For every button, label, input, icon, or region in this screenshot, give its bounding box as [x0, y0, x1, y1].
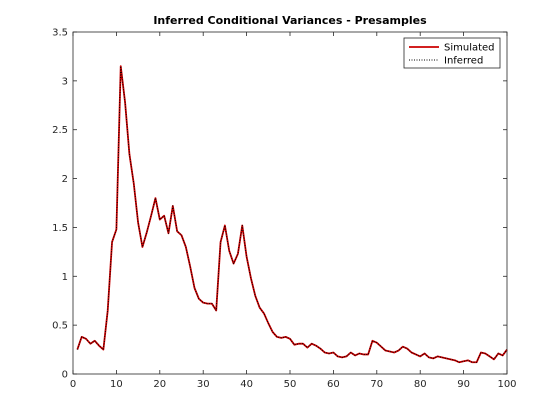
legend-label-simulated: Simulated — [444, 43, 495, 54]
x-tick-label: 20 — [153, 379, 166, 390]
x-tick-label: 90 — [457, 379, 470, 390]
x-tick-label: 60 — [327, 379, 340, 390]
x-tick-label: 40 — [240, 379, 253, 390]
x-tick-label: 30 — [197, 379, 210, 390]
legend-box — [403, 37, 501, 69]
series-layer — [76, 65, 508, 364]
y-tick-label: 2 — [62, 174, 68, 185]
x-tick-label: 100 — [497, 379, 516, 390]
y-tick-label: 2.5 — [52, 125, 68, 136]
series-line-inferred — [76, 65, 508, 363]
x-tick-label: 50 — [284, 379, 297, 390]
chart-title: Inferred Conditional Variances - Presamp… — [153, 14, 427, 27]
legend-label-inferred: Inferred — [444, 56, 483, 67]
x-axis: 0 10 20 30 40 50 60 70 80 90 100 — [70, 32, 517, 390]
y-tick-label: 3 — [62, 76, 68, 87]
x-tick-label: 0 — [70, 379, 76, 390]
x-tick-label: 10 — [110, 379, 123, 390]
x-tick-label: 70 — [370, 379, 383, 390]
y-tick-label: 1 — [62, 272, 68, 283]
y-tick-label: 1.5 — [52, 223, 68, 234]
y-tick-label: 0 — [62, 370, 68, 381]
legend: Simulated Inferred — [403, 37, 501, 69]
plot-area — [73, 32, 507, 374]
y-tick-label: 0.5 — [52, 321, 68, 332]
x-tick-label: 80 — [414, 379, 427, 390]
y-axis: 0 0.5 1 1.5 2 2.5 3 3.5 — [52, 28, 507, 381]
y-tick-label: 3.5 — [52, 28, 68, 39]
